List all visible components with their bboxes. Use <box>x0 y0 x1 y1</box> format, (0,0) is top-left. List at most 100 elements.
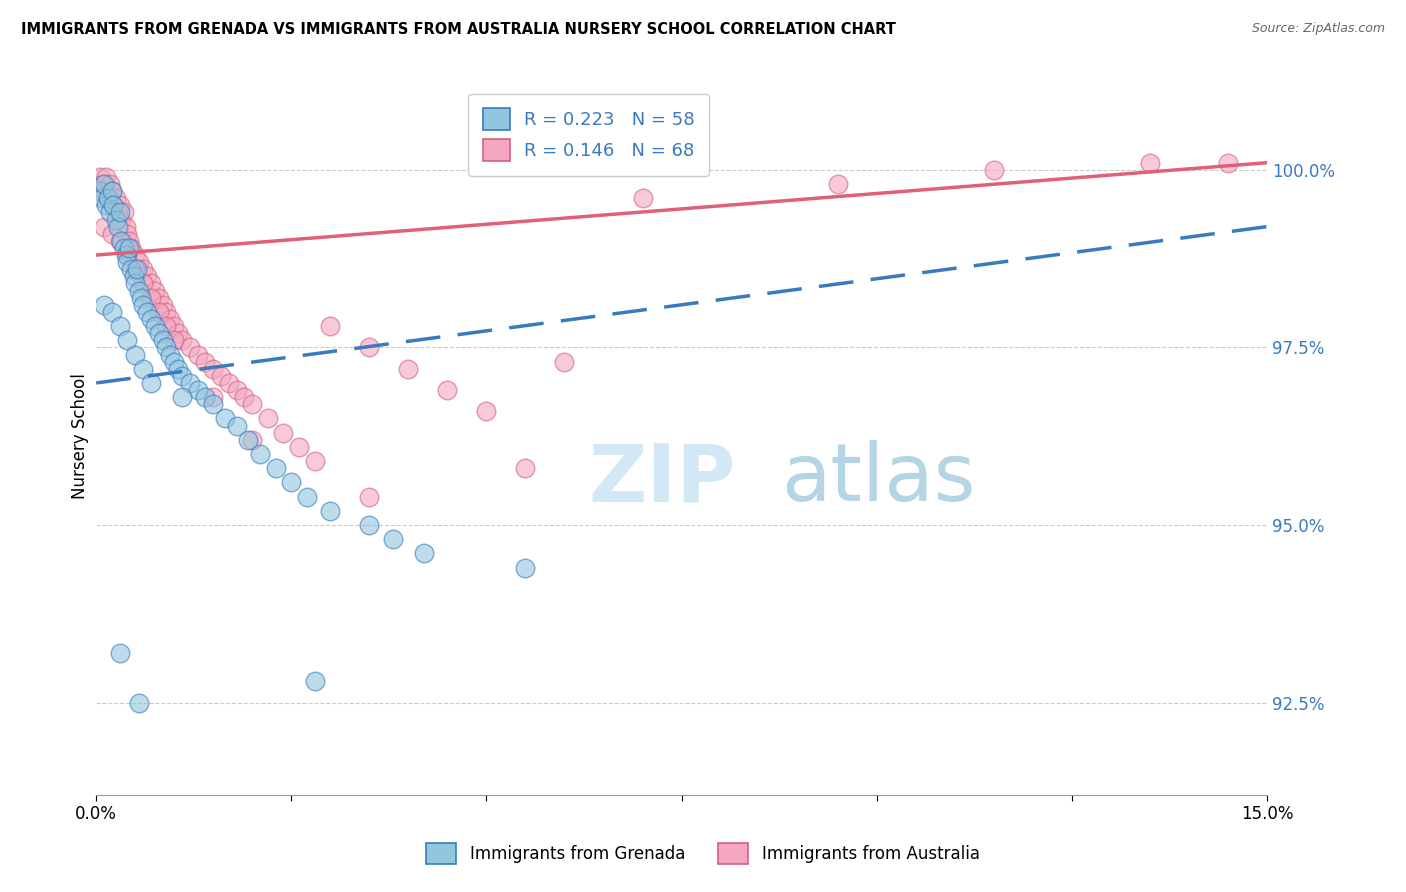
Point <box>1139 155 1161 169</box>
Point <box>93 298 115 312</box>
Point <box>280 475 302 490</box>
Legend: Immigrants from Grenada, Immigrants from Australia: Immigrants from Grenada, Immigrants from… <box>419 837 987 871</box>
Point <box>187 347 209 361</box>
Point <box>148 326 170 341</box>
Point <box>359 518 381 533</box>
Point <box>167 361 190 376</box>
Point <box>319 319 342 334</box>
Point <box>155 305 177 319</box>
Point <box>170 334 193 348</box>
Point <box>108 198 131 212</box>
Point <box>288 440 311 454</box>
Point <box>225 418 247 433</box>
Point <box>983 162 1005 177</box>
Point <box>238 433 260 447</box>
Point <box>273 425 295 440</box>
Point <box>91 191 114 205</box>
Y-axis label: Nursery School: Nursery School <box>72 374 89 500</box>
Point <box>135 305 157 319</box>
Text: atlas: atlas <box>782 441 976 518</box>
Point <box>101 305 124 319</box>
Point <box>108 205 131 219</box>
Point <box>93 177 115 191</box>
Point <box>264 461 287 475</box>
Point <box>89 169 111 184</box>
Point <box>187 383 209 397</box>
Point <box>122 269 145 284</box>
Point <box>152 298 174 312</box>
Point <box>148 291 170 305</box>
Point <box>112 205 135 219</box>
Point <box>108 646 131 660</box>
Point <box>101 184 124 198</box>
Point <box>194 390 217 404</box>
Point <box>132 361 155 376</box>
Point <box>101 184 124 198</box>
Point <box>94 169 117 184</box>
Point <box>167 326 190 341</box>
Point <box>631 191 654 205</box>
Point <box>163 334 186 348</box>
Point <box>209 368 232 383</box>
Point <box>225 383 247 397</box>
Point <box>1216 155 1239 169</box>
Point <box>103 198 125 212</box>
Point <box>128 284 150 298</box>
Point <box>304 454 326 468</box>
Point <box>249 447 271 461</box>
Point <box>98 205 121 219</box>
Point <box>110 212 132 227</box>
Point <box>124 248 146 262</box>
Point <box>107 205 129 219</box>
Point <box>359 341 381 355</box>
Point <box>143 319 166 334</box>
Point <box>132 277 155 291</box>
Text: IMMIGRANTS FROM GRENADA VS IMMIGRANTS FROM AUSTRALIA NURSERY SCHOOL CORRELATION : IMMIGRANTS FROM GRENADA VS IMMIGRANTS FR… <box>21 22 896 37</box>
Text: ZIP: ZIP <box>588 441 735 518</box>
Point <box>120 262 142 277</box>
Point <box>233 390 256 404</box>
Point <box>104 212 127 227</box>
Point <box>131 291 153 305</box>
Point <box>475 404 498 418</box>
Text: Source: ZipAtlas.com: Source: ZipAtlas.com <box>1251 22 1385 36</box>
Point <box>110 234 132 248</box>
Point <box>128 255 150 269</box>
Point <box>218 376 240 390</box>
Point <box>295 490 318 504</box>
Point <box>139 376 162 390</box>
Point <box>91 177 114 191</box>
Point <box>108 319 131 334</box>
Point <box>553 354 575 368</box>
Point <box>132 298 155 312</box>
Point <box>396 361 419 376</box>
Point <box>155 341 177 355</box>
Legend: R = 0.223   N = 58, R = 0.146   N = 68: R = 0.223 N = 58, R = 0.146 N = 68 <box>468 94 709 176</box>
Point <box>163 354 186 368</box>
Point <box>112 241 135 255</box>
Point <box>132 262 155 277</box>
Point <box>159 347 181 361</box>
Point <box>240 433 263 447</box>
Point <box>104 191 127 205</box>
Point <box>118 241 141 255</box>
Point <box>143 284 166 298</box>
Point <box>115 219 138 234</box>
Point <box>359 490 381 504</box>
Point <box>103 198 125 212</box>
Point <box>98 177 121 191</box>
Point <box>170 390 193 404</box>
Point <box>515 461 537 475</box>
Point <box>163 319 186 334</box>
Point <box>124 262 146 277</box>
Point <box>202 390 225 404</box>
Point <box>148 305 170 319</box>
Point <box>194 354 217 368</box>
Point <box>155 319 177 334</box>
Point <box>304 674 326 689</box>
Point <box>202 361 225 376</box>
Point <box>124 277 146 291</box>
Point <box>214 411 236 425</box>
Point <box>170 368 193 383</box>
Point <box>118 234 141 248</box>
